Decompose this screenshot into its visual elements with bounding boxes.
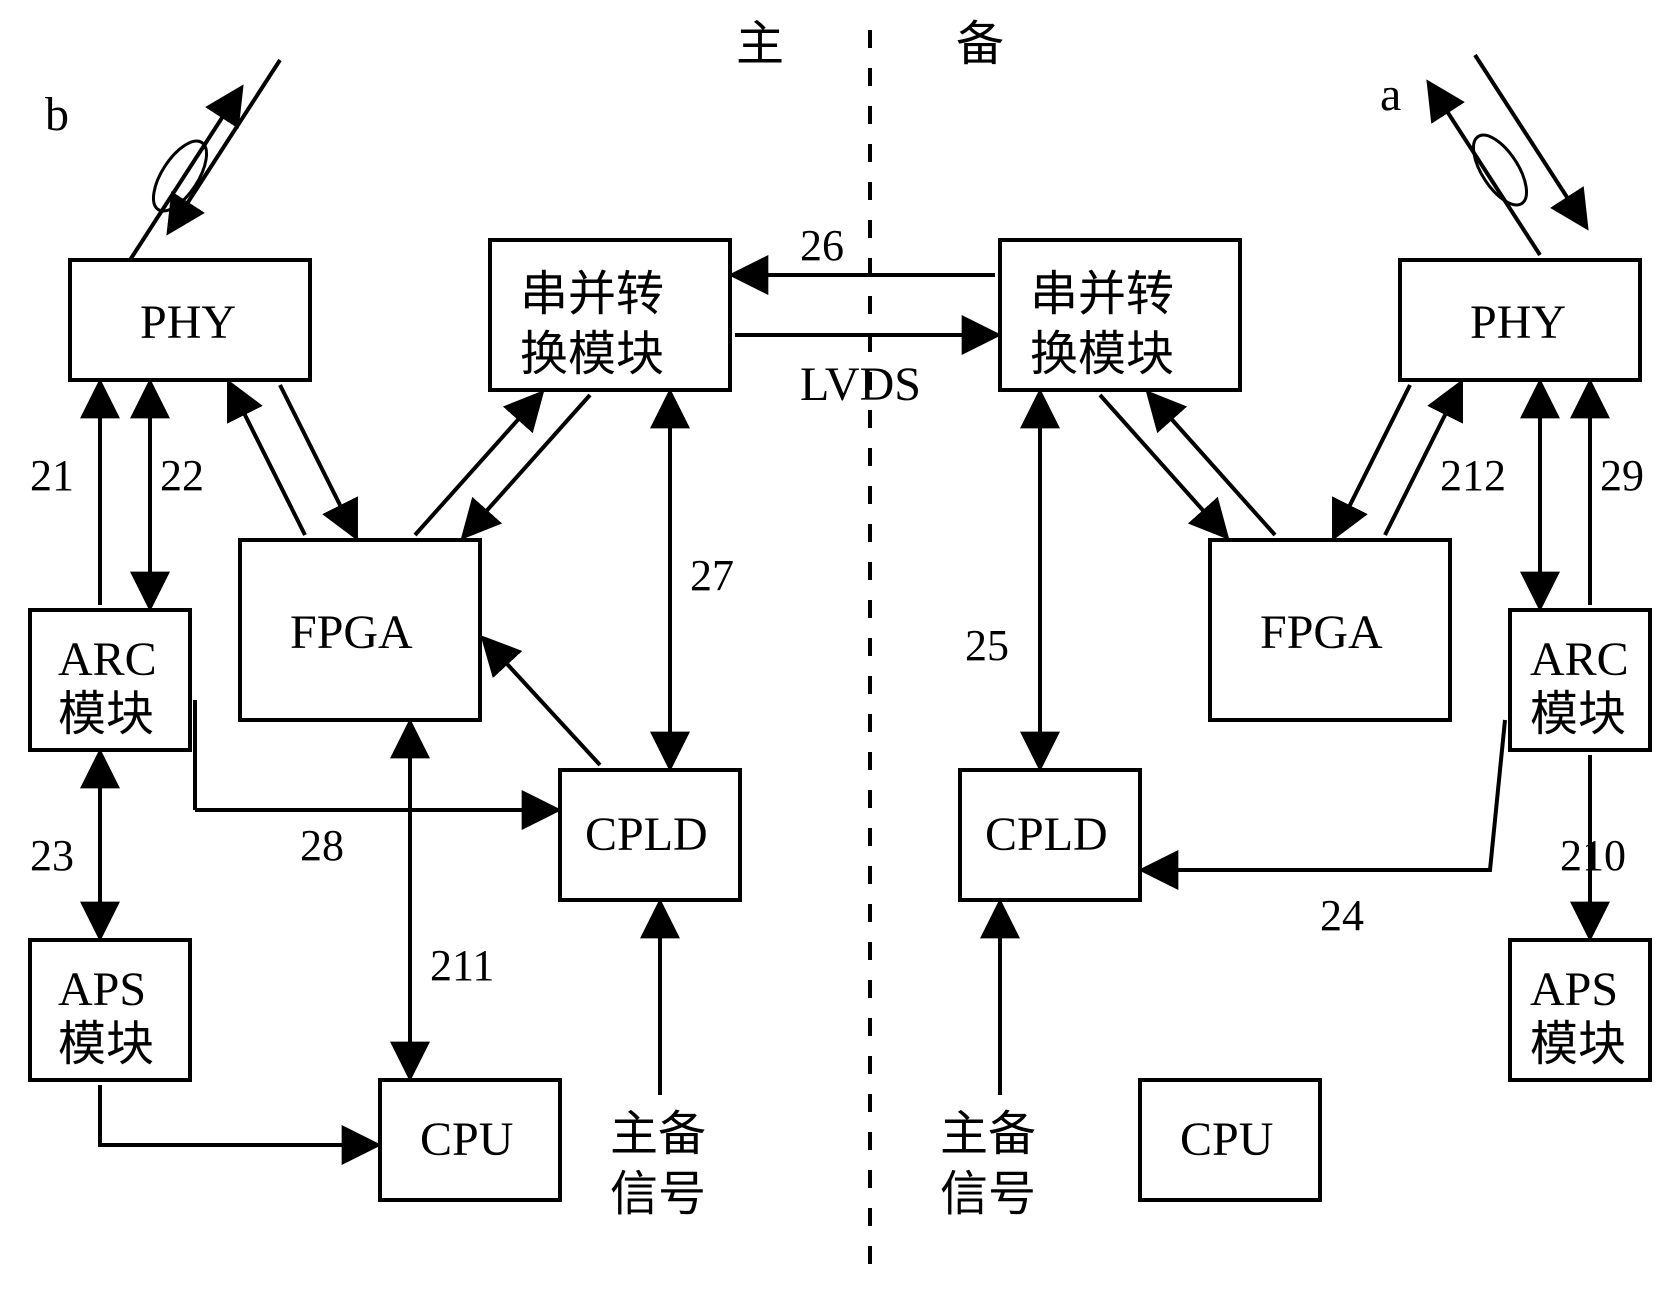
label-sp-left-1: 串并转 <box>520 268 664 321</box>
n212: 212 <box>1440 451 1506 500</box>
label-aps-left-2: 模块 <box>58 1018 154 1071</box>
edge-sp-fpga-r2 <box>1100 395 1225 535</box>
label-aps-left-1: APS <box>58 963 146 1016</box>
n28: 28 <box>300 821 344 870</box>
label-cpu-left: CPU <box>420 1113 513 1166</box>
n27: 27 <box>690 551 734 600</box>
label-sig-right-1: 主备 <box>940 1108 1036 1161</box>
edge-sp-fpga-l2 <box>465 395 590 535</box>
edge-sp-fpga-l1 <box>415 395 540 535</box>
port-b: b <box>45 60 280 260</box>
label-sig-left-2: 信号 <box>610 1168 706 1221</box>
n22: 22 <box>160 451 204 500</box>
edge-24 <box>1145 720 1505 870</box>
n210: 210 <box>1560 831 1626 880</box>
label-cpld-right: CPLD <box>985 808 1108 861</box>
label-fpga-left: FPGA <box>290 606 413 659</box>
port-a: a <box>1380 55 1585 255</box>
n25: 25 <box>965 621 1009 670</box>
header-secondary: 备 <box>956 18 1004 71</box>
label-arc-left-2: 模块 <box>58 688 154 741</box>
n29: 29 <box>1600 451 1644 500</box>
label-fpga-right: FPGA <box>1260 606 1383 659</box>
label-sp-right-2: 换模块 <box>1030 328 1174 381</box>
n211: 211 <box>430 941 494 990</box>
label-aps-right-2: 模块 <box>1530 1018 1626 1071</box>
n23: 23 <box>30 831 74 880</box>
label-phy-right: PHY <box>1470 296 1566 349</box>
edge-phy-fpga-l1 <box>230 385 305 535</box>
label-cpld-left: CPLD <box>585 808 708 861</box>
n26: 26 <box>800 221 844 270</box>
port-b-label: b <box>45 88 69 141</box>
label-phy-left: PHY <box>140 296 236 349</box>
header-primary: 主 <box>736 18 784 71</box>
label-arc-left-1: ARC <box>58 633 157 686</box>
label-aps-right-1: APS <box>1530 963 1618 1016</box>
label-sig-right-2: 信号 <box>940 1168 1036 1221</box>
label-lvds: LVDS <box>800 358 921 411</box>
n24: 24 <box>1320 891 1364 940</box>
label-arc-right-2: 模块 <box>1530 688 1626 741</box>
edge-fpga-cpld-left <box>485 640 600 765</box>
edge-sp-fpga-r1 <box>1150 395 1275 535</box>
edge-phy-fpga-l2 <box>280 385 355 535</box>
edge-phy-fpga-r2 <box>1335 385 1410 535</box>
label-cpu-right: CPU <box>1180 1113 1273 1166</box>
label-sig-left-1: 主备 <box>610 1108 706 1161</box>
label-sp-left-2: 换模块 <box>520 328 664 381</box>
n21: 21 <box>30 451 74 500</box>
diagram-root: 主 备 PHY 串并转 换模块 FPGA ARC 模块 CPLD APS 模块 … <box>0 0 1658 1302</box>
edge-aps-cpu <box>100 1085 375 1145</box>
label-sp-right-1: 串并转 <box>1030 268 1174 321</box>
label-arc-right-1: ARC <box>1530 633 1629 686</box>
port-a-label: a <box>1380 68 1401 121</box>
